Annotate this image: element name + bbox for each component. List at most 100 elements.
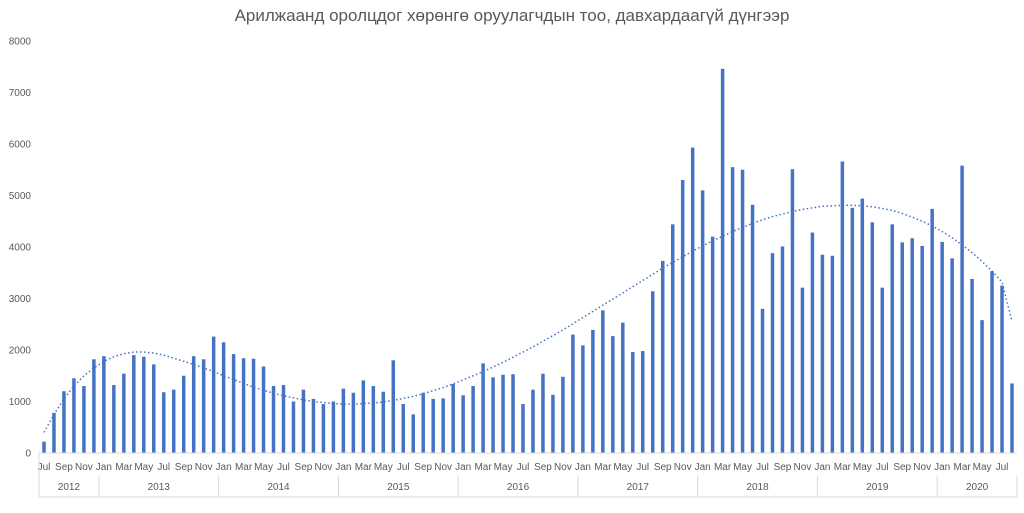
- bar: [271, 386, 276, 453]
- bar: [591, 329, 595, 453]
- bar: [361, 380, 366, 453]
- bar: [122, 373, 126, 453]
- bar: [152, 364, 156, 453]
- x-year-label: 2014: [267, 482, 290, 493]
- x-year-label: 2017: [627, 482, 650, 493]
- bar: [920, 245, 924, 453]
- bar: [331, 401, 336, 453]
- y-tick-label: 0: [25, 449, 31, 460]
- chart-title: Арилжаанд оролцдог хөрөнгө оруулагчдын т…: [234, 6, 790, 25]
- x-month-label: Jul: [996, 462, 1009, 473]
- x-month-label: Nov: [913, 462, 931, 473]
- bar: [870, 222, 875, 453]
- x-month-label: Sep: [654, 462, 672, 473]
- x-axis-year-labels: 2012 2013 2014 2015 2016 2017 2018 2019 2020: [38, 453, 1018, 498]
- x-month-label: May: [613, 462, 632, 473]
- bar: [780, 246, 785, 453]
- bar: [641, 351, 645, 453]
- bar: [411, 414, 415, 454]
- bar: [381, 391, 386, 453]
- bar: [201, 359, 206, 453]
- x-month-label: Nov: [315, 462, 333, 473]
- bar: [401, 404, 405, 453]
- x-month-label: Mar: [714, 462, 732, 473]
- y-tick-label: 4000: [9, 243, 32, 254]
- bar: [72, 378, 76, 453]
- bar: [241, 358, 246, 453]
- x-month-label: Mar: [235, 462, 253, 473]
- bar: [660, 260, 665, 453]
- bar: [680, 180, 685, 454]
- x-month-label: May: [254, 462, 273, 473]
- bar: [231, 354, 236, 453]
- bar: [52, 412, 56, 453]
- bars-series: [42, 68, 1014, 454]
- bar: [451, 383, 455, 453]
- bar: [720, 68, 725, 453]
- bar: [102, 356, 106, 453]
- bar: [82, 386, 86, 453]
- bar: [301, 389, 306, 453]
- bar: [760, 308, 765, 453]
- bar: [700, 190, 705, 453]
- x-month-label: Mar: [594, 462, 612, 473]
- x-month-label: Nov: [195, 462, 213, 473]
- x-month-label: Nov: [674, 462, 692, 473]
- x-month-label: Nov: [75, 462, 93, 473]
- x-month-label: Jan: [695, 462, 711, 473]
- x-year-label: 2016: [507, 482, 530, 493]
- bar: [481, 363, 485, 453]
- bar: [221, 342, 226, 453]
- bar: [501, 374, 505, 453]
- x-month-label: Sep: [175, 462, 193, 473]
- bar: [491, 377, 495, 453]
- x-month-label: Jul: [397, 462, 410, 473]
- bar: [651, 291, 655, 453]
- bar: [261, 366, 266, 453]
- bar: [1010, 383, 1014, 453]
- x-year-label: 2019: [866, 482, 889, 493]
- x-month-label: May: [134, 462, 153, 473]
- x-month-label: Sep: [295, 462, 313, 473]
- bar: [551, 394, 555, 453]
- bar: [690, 147, 695, 454]
- bar: [511, 374, 515, 453]
- bar: [62, 391, 66, 453]
- bar: [810, 232, 815, 453]
- x-month-label: Jan: [455, 462, 471, 473]
- bar: [391, 360, 396, 453]
- y-tick-label: 1000: [9, 397, 32, 408]
- x-month-label: Nov: [794, 462, 812, 473]
- bar: [670, 224, 675, 453]
- x-month-label: Jul: [38, 462, 51, 473]
- bar: [820, 254, 825, 453]
- x-month-label: May: [733, 462, 752, 473]
- bar: [191, 356, 196, 453]
- x-month-label: May: [374, 462, 393, 473]
- y-tick-label: 2000: [9, 346, 32, 357]
- x-month-label: Jul: [756, 462, 769, 473]
- x-month-label: Mar: [953, 462, 971, 473]
- bar: [541, 373, 545, 453]
- bar: [740, 169, 745, 453]
- bar: [521, 404, 525, 453]
- bar: [730, 167, 735, 453]
- bar: [311, 398, 316, 453]
- bar: [112, 385, 116, 453]
- bar: [970, 278, 974, 453]
- x-month-label: Jul: [517, 462, 530, 473]
- bar: [790, 169, 795, 454]
- bar: [291, 401, 296, 453]
- bar: [142, 356, 146, 453]
- bar: [880, 287, 885, 453]
- bar: [341, 388, 346, 454]
- y-tick-label: 6000: [9, 140, 32, 151]
- bar: [461, 395, 465, 453]
- bar: [251, 358, 256, 453]
- bar: [950, 258, 954, 453]
- x-month-label: Jul: [636, 462, 649, 473]
- bar: [990, 271, 994, 453]
- bar: [910, 238, 914, 453]
- trendline: [43, 204, 1013, 433]
